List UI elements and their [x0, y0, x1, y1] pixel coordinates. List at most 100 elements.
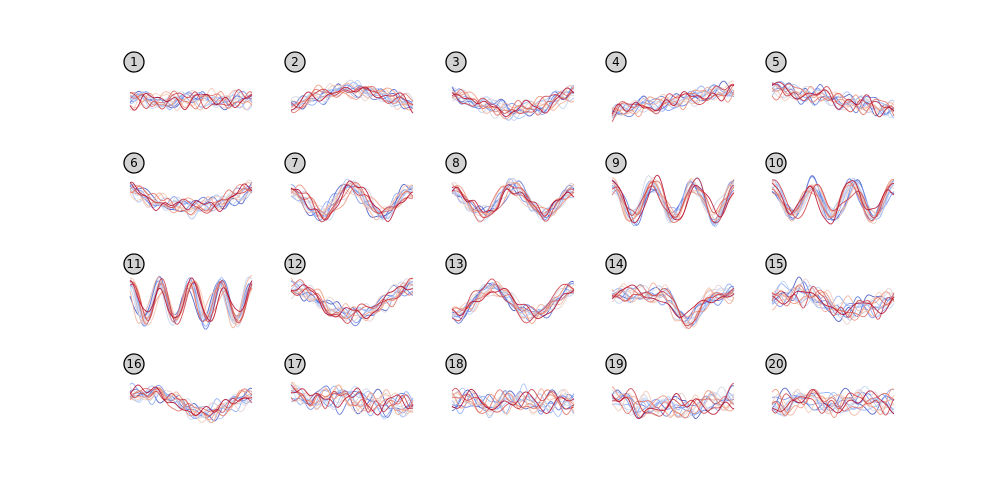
series-line [611, 284, 735, 318]
series-line [129, 277, 253, 322]
series-line [611, 179, 735, 223]
panel-label: 4 [612, 55, 620, 69]
series-line [771, 290, 895, 315]
series-line [290, 381, 414, 415]
label-circle [605, 353, 627, 375]
series-line [451, 91, 575, 120]
series-line [129, 384, 253, 416]
panel-20: 20 [765, 353, 895, 419]
panel-label-badge: 4 [605, 51, 627, 73]
panel-label-badge: 7 [284, 152, 306, 174]
series-line [129, 390, 253, 417]
series-line [611, 285, 735, 327]
series-line [771, 180, 895, 225]
series-line [129, 386, 253, 424]
series-line [451, 186, 575, 217]
series-line [290, 184, 414, 223]
series-line [129, 89, 253, 109]
series-line [451, 389, 575, 416]
panel-6: 6 [123, 152, 253, 220]
panel-label: 3 [452, 55, 460, 69]
series-line [771, 289, 895, 318]
series-line [129, 184, 253, 214]
series-line [771, 389, 895, 415]
series-line [771, 278, 895, 325]
label-circle [284, 152, 306, 174]
series-line [451, 184, 575, 222]
label-circle [445, 152, 467, 174]
panel-17: 17 [284, 353, 414, 420]
panel-label-badge: 6 [123, 152, 145, 174]
label-circle [284, 51, 306, 73]
series-line [290, 387, 414, 416]
series-line [290, 87, 414, 109]
label-circle [765, 353, 787, 375]
panel-label-badge: 1 [123, 51, 145, 73]
panel-label-badge: 19 [605, 353, 627, 375]
panel-label: 19 [608, 357, 623, 371]
panel-5: 5 [765, 51, 895, 119]
series-line [291, 82, 414, 111]
series-line [129, 277, 253, 325]
panel-11: 11 [123, 253, 253, 330]
series-line [451, 91, 575, 115]
series-line [771, 179, 895, 225]
label-circle [605, 152, 627, 174]
label-circle [765, 152, 787, 174]
series-line [611, 177, 735, 224]
series-line [611, 386, 735, 419]
panel-label-badge: 15 [765, 253, 787, 275]
panel-label: 13 [448, 257, 463, 271]
series-line [290, 180, 414, 222]
series-line [772, 179, 895, 219]
label-circle [123, 353, 145, 375]
series-line [611, 88, 735, 114]
label-circle [445, 253, 467, 275]
panel-label-badge: 3 [445, 51, 467, 73]
panel-label: 7 [291, 156, 299, 170]
series-line [290, 184, 414, 215]
panel-label-badge: 8 [445, 152, 467, 174]
series-line [771, 179, 895, 222]
series-line [129, 382, 253, 419]
panel-label-badge: 18 [445, 353, 467, 375]
panel-18: 18 [445, 353, 575, 418]
series-line [451, 182, 575, 215]
series-line [290, 277, 414, 322]
series-line [129, 89, 253, 110]
panel-9: 9 [605, 152, 735, 228]
series-line [290, 81, 414, 107]
series-line [129, 92, 253, 111]
panel-label: 1 [130, 55, 138, 69]
panel-label-badge: 20 [765, 353, 787, 375]
series-line [771, 83, 895, 115]
panel-label: 15 [768, 257, 783, 271]
panel-label: 9 [612, 156, 620, 170]
series-line [771, 291, 895, 321]
series-line [290, 385, 414, 413]
series-line [771, 286, 895, 317]
series-line [129, 387, 253, 421]
label-circle [123, 253, 145, 275]
series-line [129, 185, 253, 216]
series-line [771, 392, 895, 416]
panel-label-badge: 14 [605, 253, 627, 275]
series-line [611, 174, 735, 224]
series-line [290, 390, 414, 412]
series-line [290, 277, 414, 324]
series-line [611, 177, 735, 226]
panel-label-badge: 2 [284, 51, 306, 73]
series-line [611, 393, 735, 419]
series-line [290, 86, 414, 114]
series-line [611, 284, 735, 329]
panel-label: 10 [768, 156, 783, 170]
panel-13: 13 [445, 253, 575, 324]
panel-2: 2 [284, 51, 414, 114]
series-line [290, 85, 414, 114]
panel-label: 5 [772, 55, 780, 69]
label-circle [605, 253, 627, 275]
series-line [129, 89, 253, 109]
label-circle [445, 51, 467, 73]
panel-label: 11 [126, 257, 141, 271]
panel-7: 7 [284, 152, 414, 223]
